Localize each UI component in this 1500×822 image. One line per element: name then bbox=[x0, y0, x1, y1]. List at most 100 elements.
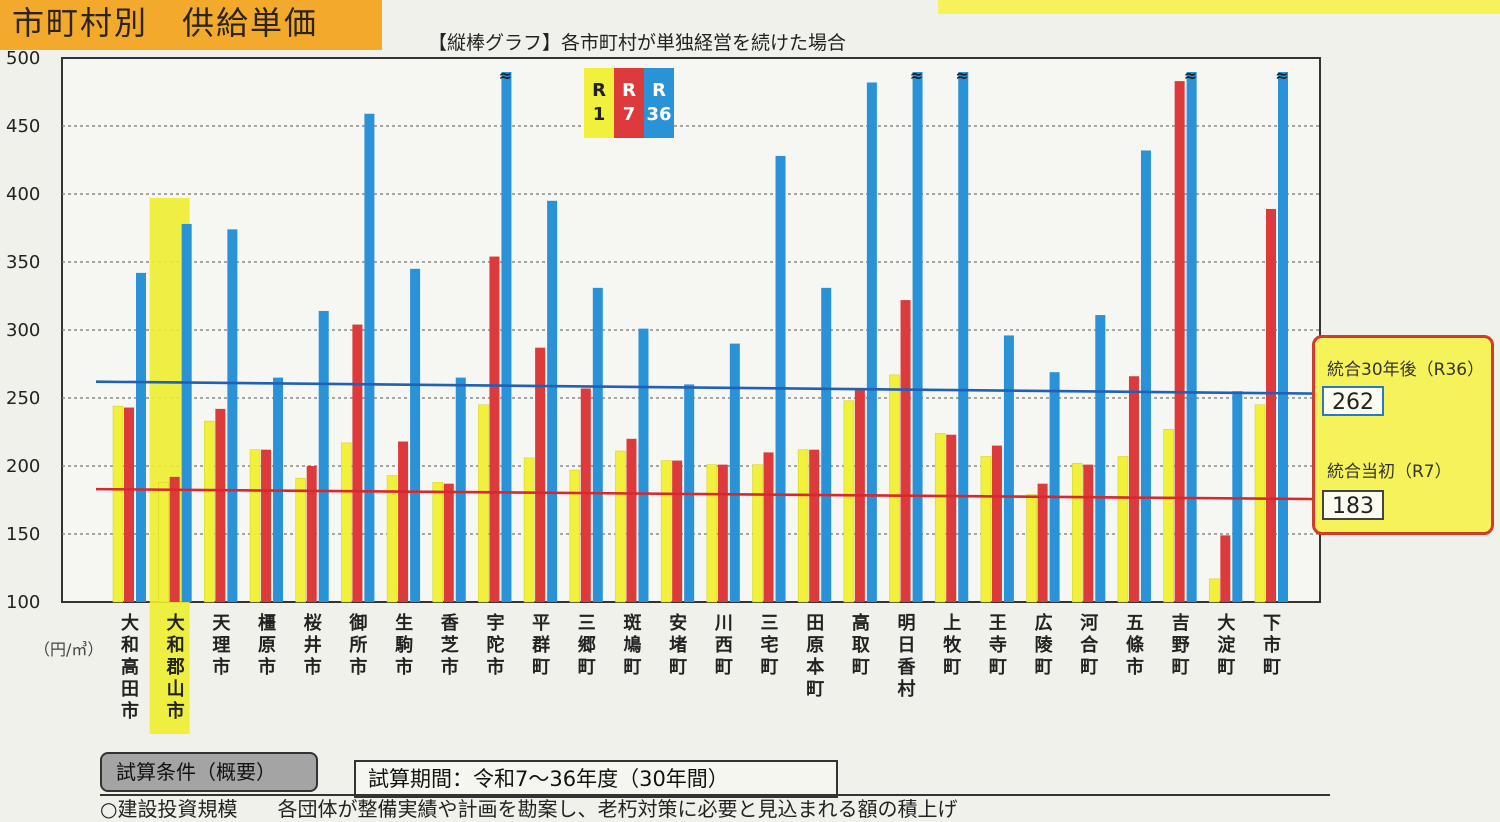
bar-r36-2 bbox=[227, 229, 238, 603]
bar-r1-24 bbox=[1209, 578, 1220, 603]
conditions-period: 試算期間：令和7～36年度（30年間） bbox=[354, 760, 838, 798]
bar-r1-4 bbox=[295, 477, 307, 603]
x-category-label: 御所市 bbox=[348, 612, 367, 678]
y-tick-label: 300 bbox=[6, 320, 40, 341]
bar-r7-11 bbox=[626, 438, 637, 602]
x-category-label: 三郷町 bbox=[578, 613, 596, 678]
bar-r7-2 bbox=[215, 408, 226, 602]
bar-r36-15 bbox=[821, 287, 832, 602]
bar-r1-22 bbox=[1117, 456, 1129, 603]
bar-r36-4 bbox=[318, 310, 329, 602]
bar-r7-1 bbox=[169, 476, 180, 602]
bar-r1-25 bbox=[1254, 404, 1266, 603]
x-category-label: 天理市 bbox=[212, 613, 231, 678]
bar-r1-1 bbox=[158, 482, 169, 603]
axis-break-marker: ≈ bbox=[1184, 66, 1197, 85]
bar-r36-11 bbox=[638, 328, 649, 602]
legend-swatch-r36 bbox=[644, 68, 674, 138]
bar-r7-8 bbox=[489, 256, 500, 602]
bar-r7-24 bbox=[1220, 535, 1231, 602]
axis-break-marker: ≈ bbox=[1275, 66, 1288, 85]
bar-r7-25 bbox=[1266, 208, 1276, 602]
bar-r1-0 bbox=[112, 405, 124, 603]
bar-r7-21 bbox=[1083, 464, 1094, 602]
axis-break-marker: ≈ bbox=[499, 66, 512, 85]
bar-r36-20 bbox=[1049, 372, 1060, 602]
y-tick-label: 500 bbox=[6, 48, 40, 69]
bar-r1-12 bbox=[660, 460, 672, 603]
r7-reference-label: 統合当初（R7） bbox=[1327, 462, 1452, 482]
bar-r1-21 bbox=[1071, 462, 1083, 603]
conditions-line: ○建設投資規模 各団体が整備実績や計画を勘案し、老朽対策に必要と見込まれる額の積… bbox=[100, 794, 1330, 822]
bar-r1-11 bbox=[615, 450, 626, 603]
bar-r36-23 bbox=[1186, 72, 1197, 602]
bar-r1-18 bbox=[934, 433, 946, 603]
x-category-label: 大和高田市 bbox=[121, 612, 139, 722]
bar-r1-7 bbox=[432, 482, 444, 603]
y-tick-label: 150 bbox=[6, 524, 40, 545]
x-category-label: 大淀町 bbox=[1217, 612, 1236, 678]
x-category-label: 吉野町 bbox=[1172, 612, 1190, 678]
bar-r36-21 bbox=[1095, 315, 1106, 602]
y-tick-label: 350 bbox=[6, 252, 40, 273]
bar-r7-20 bbox=[1037, 483, 1048, 602]
bar-r36-8 bbox=[501, 72, 512, 602]
bar-r7-9 bbox=[535, 347, 546, 602]
bar-r7-3 bbox=[261, 449, 272, 602]
chart-subtitle: 【縦棒グラフ】各市町村が単独経営を続けた場合 bbox=[428, 32, 847, 54]
bar-r1-6 bbox=[386, 475, 398, 603]
x-category-label: 河合町 bbox=[1080, 613, 1099, 678]
bar-r7-5 bbox=[352, 324, 363, 602]
bar-r1-5 bbox=[341, 442, 352, 603]
bar-r7-17 bbox=[900, 300, 911, 602]
bar-r1-10 bbox=[569, 469, 581, 603]
r36-reference-line bbox=[95, 380, 1327, 395]
bar-r36-24 bbox=[1232, 391, 1243, 602]
page-title: 市町村別 供給単価 bbox=[0, 0, 382, 50]
bar-r36-10 bbox=[592, 287, 603, 602]
bar-r36-25 bbox=[1278, 72, 1288, 602]
conditions-tab: 試算条件（概要） bbox=[100, 752, 318, 792]
x-category-label: 田原本町 bbox=[806, 613, 824, 700]
bar-r36-0 bbox=[136, 272, 146, 602]
bar-r7-6 bbox=[398, 441, 409, 602]
y-tick-label: 200 bbox=[6, 456, 40, 477]
x-category-label: 三宅町 bbox=[761, 613, 779, 678]
bar-r7-23 bbox=[1174, 81, 1185, 603]
bar-r1-23 bbox=[1163, 428, 1174, 603]
axis-break-marker: ≈ bbox=[956, 66, 969, 85]
legend-swatch-r7 bbox=[614, 68, 644, 138]
bar-r36-22 bbox=[1140, 150, 1151, 603]
bar-r1-15 bbox=[797, 449, 809, 603]
bar-r1-14 bbox=[752, 464, 763, 603]
legend-label-r36: R 36 bbox=[646, 80, 671, 125]
x-category-label: 下市町 bbox=[1263, 613, 1281, 678]
x-category-label: 高取町 bbox=[852, 612, 871, 678]
bar-r36-6 bbox=[410, 268, 421, 602]
bar-r7-22 bbox=[1128, 376, 1139, 602]
bar-r7-15 bbox=[809, 449, 820, 602]
bar-r7-19 bbox=[991, 445, 1002, 602]
x-category-label: 桜井市 bbox=[304, 612, 322, 678]
bar-r36-17 bbox=[912, 72, 923, 602]
x-category-label: 川西町 bbox=[714, 613, 733, 678]
bar-r1-16 bbox=[843, 400, 855, 603]
r7-reference-value: 183 bbox=[1322, 490, 1384, 520]
bar-r1-20 bbox=[1026, 494, 1037, 603]
legend-swatch-r1 bbox=[584, 68, 614, 138]
y-tick-label: 100 bbox=[6, 592, 40, 613]
x-category-label: 明日香村 bbox=[897, 613, 917, 700]
bar-r36-18 bbox=[958, 72, 969, 602]
bar-r7-10 bbox=[580, 388, 591, 602]
x-category-label: 五條市 bbox=[1126, 613, 1145, 678]
bar-r1-19 bbox=[980, 456, 992, 603]
bar-r1-3 bbox=[249, 449, 261, 603]
bar-r36-7 bbox=[455, 377, 466, 602]
r36-reference-value: 262 bbox=[1322, 386, 1384, 416]
r7-reference-line bbox=[95, 487, 1327, 501]
bar-r36-13 bbox=[729, 343, 740, 602]
bar-r36-9 bbox=[547, 200, 558, 603]
